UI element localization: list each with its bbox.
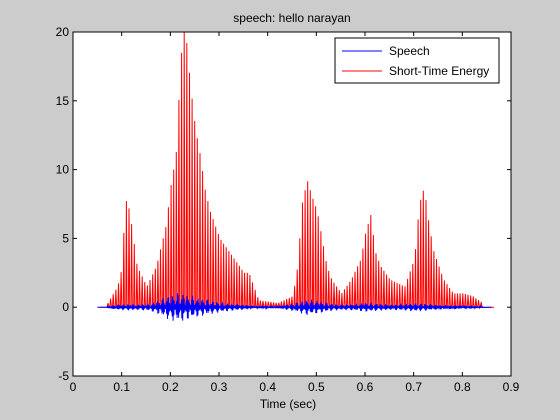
legend-label-energy: Short-Time Energy [389,64,489,78]
x-tick-label: 0.6 [357,380,374,394]
x-tick-label: 0.9 [503,380,520,394]
y-tick-label: 0 [62,300,69,314]
legend-box [334,37,500,84]
y-tick-label: 5 [62,231,69,245]
x-tick-label: 0.2 [162,380,179,394]
legend: Speech Short-Time Energy [334,37,500,84]
y-tick-label: 20 [56,25,70,39]
x-tick-label: 0 [70,380,77,394]
energy-line [99,31,494,309]
x-tick-label: 0.7 [405,380,422,394]
plot-frame [72,31,512,377]
legend-label-speech: Speech [389,44,430,58]
x-tick-label: 0.4 [259,380,276,394]
y-tick-label: -5 [58,369,69,383]
chart-title: speech: hello narayan [233,11,350,25]
x-tick-label: 0.1 [113,380,130,394]
x-tick-label: 0.5 [308,380,325,394]
y-tick-label: 10 [56,163,70,177]
speech-line [97,293,492,321]
x-axis-label: Time (sec) [260,397,316,411]
plot-area [73,32,511,376]
y-tick-label: 15 [56,94,70,108]
speech-series-layer [97,293,492,321]
energy-series-layer [99,31,494,309]
x-tick-label: 0.8 [454,380,471,394]
x-tick-label: 0.3 [211,380,228,394]
